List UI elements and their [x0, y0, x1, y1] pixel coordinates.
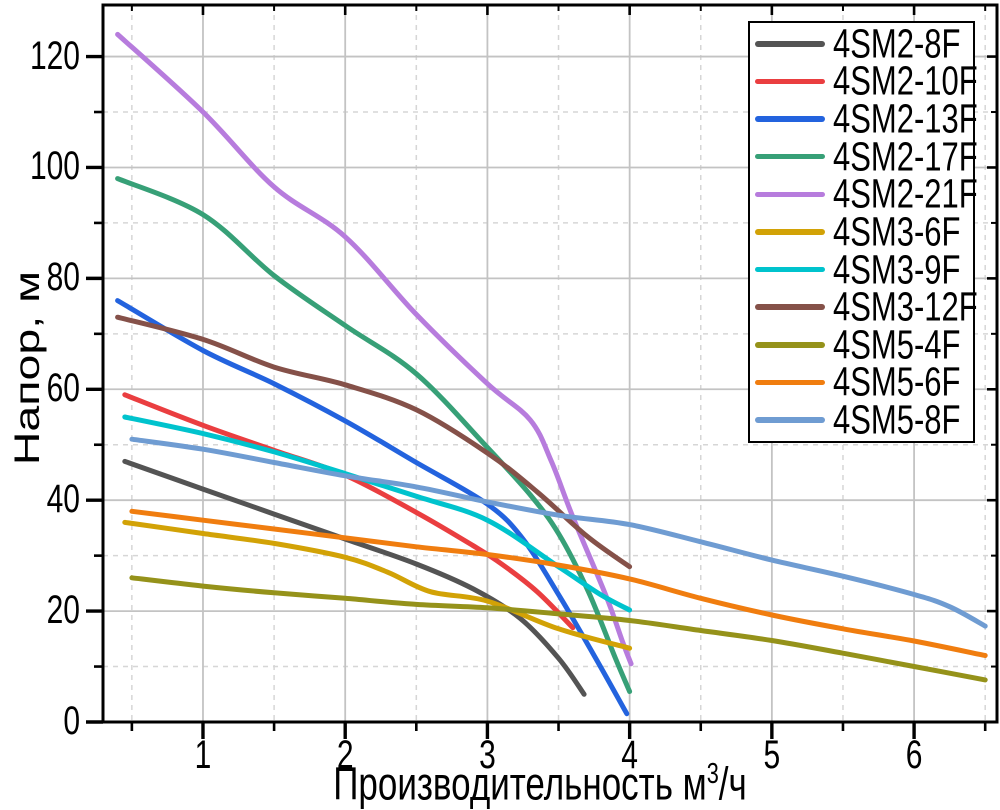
legend-line-swatch — [755, 41, 825, 47]
legend-label: 4SM2-13F — [833, 95, 978, 142]
legend-line-swatch — [755, 116, 825, 122]
x-tick-label: 6 — [905, 733, 923, 778]
legend-item-4SM3-12F: 4SM3-12F — [750, 283, 978, 330]
legend-line-swatch — [755, 379, 825, 386]
legend-item-4SM3-6F: 4SM3-6F — [750, 208, 973, 255]
x-tick-label: 1 — [194, 733, 212, 778]
legend-item-4SM2-17F: 4SM2-17F — [750, 133, 978, 179]
x-axis-title-superscript: 3 — [706, 756, 719, 790]
series-curve-4SM5-4F — [129, 575, 988, 683]
legend-label: 4SM3-9F — [833, 245, 961, 293]
series-curve-4SM3-6F — [122, 519, 633, 651]
legend-label: 4SM3-12F — [833, 283, 978, 330]
y-tick-label: 0 — [63, 699, 80, 744]
series-curve-4SM2-8F — [122, 458, 587, 697]
legend-line-swatch — [755, 153, 825, 160]
legend-label: 4SM3-6F — [833, 207, 961, 255]
x-tick-label: 5 — [763, 733, 781, 778]
plot-frame — [101, 3, 999, 724]
series-curve-4SM2-10F — [122, 392, 576, 631]
legend-line-swatch — [755, 191, 825, 198]
legend-label: 4SM5-4F — [833, 320, 961, 368]
legend-item-4SM2-8F: 4SM2-8F — [750, 20, 973, 66]
legend-item-4SM2-21F: 4SM2-21F — [750, 170, 978, 217]
series-curve-4SM3-9F — [122, 414, 633, 613]
legend-label: 4SM2-10F — [833, 57, 978, 105]
legend-item-4SM5-4F: 4SM5-4F — [750, 321, 973, 367]
legend: 4SM2-8F 4SM2-10F 4SM2-13F 4SM2-17F 4SM2-21F 4… — [748, 20, 978, 443]
series-curve-4SM5-8F — [129, 436, 988, 629]
legend-line-swatch — [755, 417, 825, 423]
series-curve-4SM3-12F — [115, 314, 633, 570]
legend-item-4SM5-8F: 4SM5-8F — [750, 396, 973, 443]
legend-item-4SM2-13F: 4SM2-13F — [750, 95, 978, 142]
y-tick-label: 40 — [46, 477, 80, 522]
legend-label: 4SM5-6F — [833, 358, 961, 406]
legend-label: 4SM2-17F — [833, 132, 978, 180]
legend-line-swatch — [755, 78, 825, 85]
x-axis-title-main: Производительность м — [333, 758, 707, 810]
x-tick-label: 2 — [336, 733, 354, 778]
legend-line-swatch — [755, 304, 825, 310]
series-curve-4SM2-13F — [115, 298, 630, 717]
x-tick-label: 3 — [479, 733, 496, 778]
x-axis-title-rest: /ч — [718, 758, 747, 810]
legend-label: 4SM2-8F — [833, 19, 961, 67]
legend-label: 4SM2-21F — [833, 170, 978, 217]
legend-label: 4SM5-8F — [833, 396, 961, 443]
x-axis-title: Производительность м3/ч — [240, 757, 840, 810]
y-axis-title-text: Напор, м — [8, 270, 47, 466]
legend-line-swatch — [755, 266, 825, 273]
y-tick-label: 100 — [29, 144, 80, 189]
legend-item-4SM3-9F: 4SM3-9F — [750, 246, 973, 292]
legend-item-4SM2-10F: 4SM2-10F — [750, 57, 978, 104]
legend-line-swatch — [755, 229, 825, 235]
legend-item-4SM5-6F: 4SM5-6F — [750, 358, 973, 405]
series-curve-4SM5-6F — [129, 508, 988, 658]
y-tick-label: 120 — [29, 33, 80, 78]
legend-line-swatch — [755, 342, 825, 348]
y-tick-label: 60 — [46, 366, 80, 411]
series-curve-4SM2-17F — [115, 176, 633, 694]
y-tick-label: 20 — [46, 588, 80, 633]
series-curve-4SM2-21F — [115, 31, 634, 667]
y-tick-label: 80 — [46, 255, 80, 300]
x-tick-label: 4 — [621, 733, 638, 778]
y-axis-title: Напор, м — [7, 169, 49, 568]
